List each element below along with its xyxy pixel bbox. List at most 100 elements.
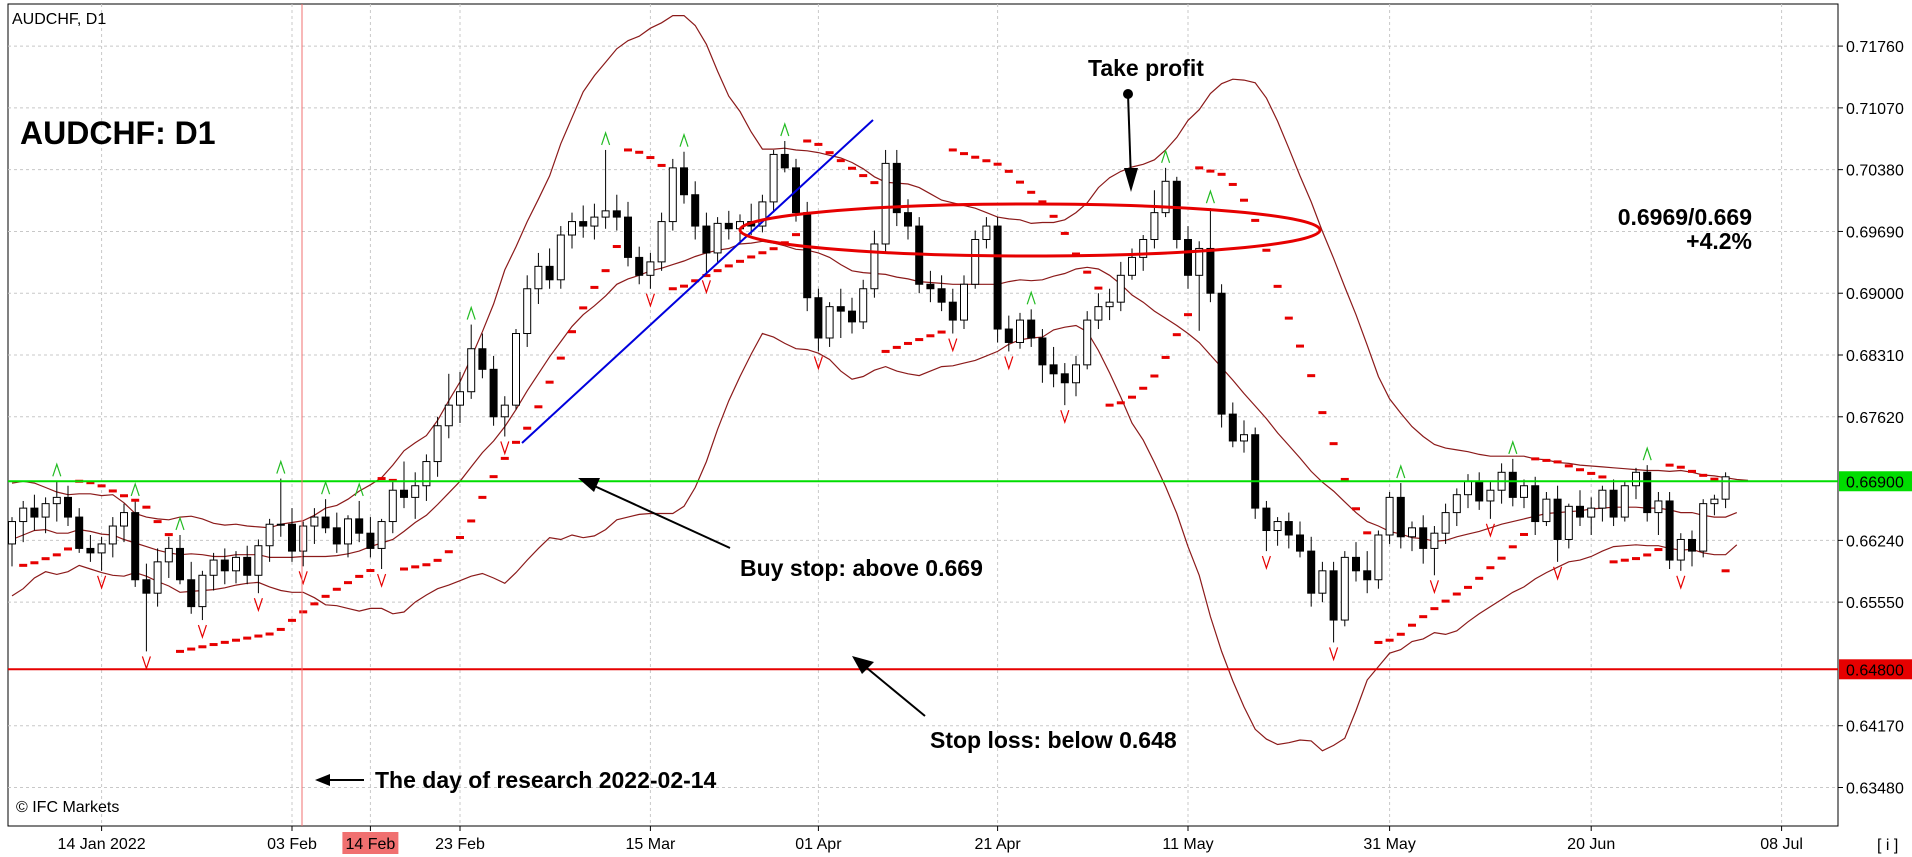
sar-dot (568, 330, 576, 334)
sar-dot (736, 259, 744, 263)
candle-bear (142, 579, 151, 594)
candle-bear (1329, 570, 1338, 621)
candle-bear (30, 507, 39, 518)
copyright: © IFC Markets (16, 799, 119, 816)
sar-dot (310, 602, 319, 606)
sar-dot (915, 338, 924, 342)
sar-dot (1083, 270, 1092, 274)
sar-dot (86, 481, 95, 485)
sar-dot (366, 569, 375, 573)
sar-dot (1542, 458, 1551, 462)
sar-dot (1072, 252, 1080, 256)
y-tick-label: 0.64170 (1846, 719, 1904, 736)
sar-dot (220, 640, 229, 644)
sar-dot (545, 380, 554, 384)
overlays (521, 119, 1322, 444)
candle-bear (948, 301, 957, 321)
candle-bull (1710, 498, 1719, 505)
candle-bear (1262, 507, 1271, 532)
candle-bear (892, 162, 901, 214)
fractal-down-icon (1553, 566, 1563, 581)
fractal-up-icon (276, 459, 286, 474)
candle-bear (1609, 489, 1618, 518)
price-line-label-bg (1839, 471, 1912, 492)
x-tick-label: 23 Feb (435, 836, 485, 853)
sar-dot (1419, 615, 1428, 619)
fractal-down-icon (645, 293, 655, 308)
candle-bull (265, 523, 274, 547)
plot-area (7, 3, 1839, 827)
candle-bear (1352, 556, 1360, 572)
sar-dot (209, 643, 218, 647)
sar-dot (1116, 401, 1125, 405)
buy-stop-label: Buy stop: above 0.669 (740, 555, 983, 581)
sar-dot (254, 634, 263, 638)
sar-dot (1004, 169, 1013, 173)
candle-bull (556, 234, 565, 281)
candle-bear (1038, 337, 1047, 366)
sar-dot (1161, 355, 1170, 359)
sar-dot (355, 574, 364, 578)
sar-dot (1598, 475, 1607, 479)
sar-dot (377, 477, 386, 481)
sar-dot (1184, 313, 1192, 317)
sar-dot (1508, 545, 1517, 549)
sar-dot (1262, 248, 1271, 252)
candle-bull (646, 261, 655, 276)
candle-bull (568, 221, 576, 236)
sar-dot (523, 426, 532, 430)
candle-bull (1486, 489, 1495, 502)
sar-dot (411, 565, 420, 569)
sar-dot (1139, 386, 1148, 390)
y-tick-label: 0.65550 (1846, 595, 1904, 612)
fractal-up-icon (1396, 464, 1406, 479)
x-axis: 14 Jan 2022 03 Feb 14 Feb 23 Feb 15 Mar 01 Ap… (58, 826, 1803, 854)
y-tick-label: 0.69000 (1846, 286, 1904, 303)
research-day-label-bg (342, 832, 399, 854)
fractal-down-icon (1060, 409, 1070, 425)
sar-dot (30, 561, 39, 565)
sar-dot (657, 163, 666, 167)
candle-bull (108, 525, 117, 545)
parabolic-sar (19, 139, 1730, 653)
sar-dot (1374, 640, 1383, 644)
candle-bear (1049, 364, 1058, 375)
sar-dot (814, 142, 823, 146)
candle-bull (422, 461, 431, 487)
fractal-up-icon (354, 482, 364, 497)
y-tick-label: 0.71070 (1846, 101, 1904, 118)
x-tick-label: 31 May (1363, 836, 1415, 853)
stop-loss-label: Stop loss: below 0.648 (930, 727, 1177, 753)
candle-bull (1564, 505, 1573, 540)
take-profit-ellipse (738, 202, 1322, 258)
candle-bear (624, 216, 632, 258)
annotations: Take profit Buy stop: above 0.669 Stop l… (16, 55, 1752, 816)
candle-bear (220, 559, 229, 572)
candle-bear (1284, 521, 1293, 536)
sar-dot (792, 233, 800, 237)
sar-dot (1016, 180, 1024, 184)
bollinger-lower-band (11, 324, 1738, 752)
candle-bull (254, 545, 263, 576)
candle-bear (724, 222, 733, 230)
candle-bull (1240, 434, 1248, 442)
candle-bear (1060, 373, 1069, 384)
fractal-up-icon (679, 132, 689, 147)
info-icon[interactable]: [ i ] (1877, 837, 1898, 854)
sar-dot (97, 484, 106, 488)
candle-bull (1161, 180, 1170, 214)
y-tick-label: 0.68310 (1846, 348, 1904, 365)
chart-title: AUDCHF: D1 (20, 115, 216, 151)
candle-bull (982, 225, 991, 240)
sar-dot (926, 334, 935, 338)
candle-bull (960, 283, 968, 321)
sar-dot (500, 456, 509, 460)
sar-dot (344, 581, 352, 585)
sar-dot (960, 152, 968, 156)
sar-dot (41, 557, 50, 561)
sar-dot (1038, 200, 1047, 204)
sar-dot (1318, 411, 1327, 415)
candle-bear (579, 221, 588, 227)
take-profit-label: Take profit (1088, 55, 1204, 81)
sar-dot (131, 498, 140, 502)
